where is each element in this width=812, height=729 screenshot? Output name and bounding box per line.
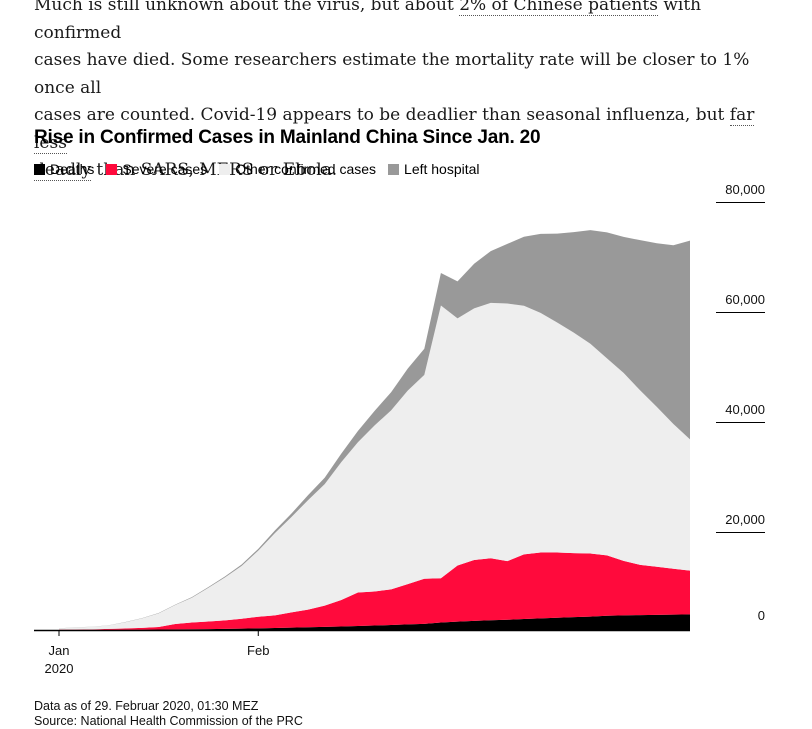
legend-label-deaths: Deaths [50, 161, 95, 177]
area-left-hospital [59, 230, 690, 629]
x-tick-label: Feb [247, 643, 269, 658]
data-as-of: Data as of 29. Februar 2020, 01:30 MEZ [34, 699, 259, 713]
legend-other: Other confirmed cases [219, 161, 376, 177]
chart-title: Rise in Confirmed Cases in Mainland Chin… [34, 127, 541, 148]
legend-label-severe: Severe cases [122, 161, 208, 177]
mortality-link[interactable]: 2% of Chinese patients [459, 0, 658, 16]
y-tick-label: 40,000 [725, 402, 765, 417]
legend-swatch-severe [106, 163, 118, 175]
data-source: Source: National Health Commission of th… [34, 714, 303, 728]
chart-footer: Data as of 29. Februar 2020, 01:30 MEZ S… [34, 699, 303, 729]
legend-severe: Severe cases [106, 161, 207, 177]
article-text-1b: with confirmed [34, 0, 702, 43]
area-severe-cases [59, 552, 690, 630]
article-text-1a: Much is still unknown about the virus, b… [34, 0, 460, 15]
legend-label-left: Left hospital [404, 161, 480, 177]
y-tick-label: 80,000 [725, 182, 765, 197]
area-deaths [59, 614, 690, 630]
legend-swatch-deaths [34, 163, 45, 175]
article-text-2: cases have died. Some researchers estima… [34, 50, 750, 98]
article-paragraph: Much is still unknown about the virus, b… [34, 0, 774, 185]
legend-label-other: Other confirmed cases [235, 161, 377, 177]
legend-left: Left hospital [388, 161, 480, 177]
chart-legend: Deaths Severe cases Other confirmed case… [34, 161, 492, 177]
x-tick-sublabel: 2020 [45, 661, 74, 676]
legend-deaths: Deaths [34, 161, 94, 177]
article-text-3a: cases are counted. Covid-19 appears to b… [34, 105, 730, 125]
deadly-link[interactable]: deadly [34, 160, 92, 181]
article-text-4b: than SARS, MERS or Ebola. [91, 160, 338, 180]
far-less-link[interactable]: far less [34, 105, 755, 154]
x-tick-label: Jan [49, 643, 70, 658]
legend-swatch-other [219, 163, 231, 175]
y-tick-label: 0 [758, 608, 765, 623]
y-tick-label: 20,000 [725, 512, 765, 527]
legend-swatch-left [388, 163, 400, 175]
y-tick-label: 60,000 [725, 292, 765, 307]
area-other-confirmed-cases [59, 302, 690, 630]
